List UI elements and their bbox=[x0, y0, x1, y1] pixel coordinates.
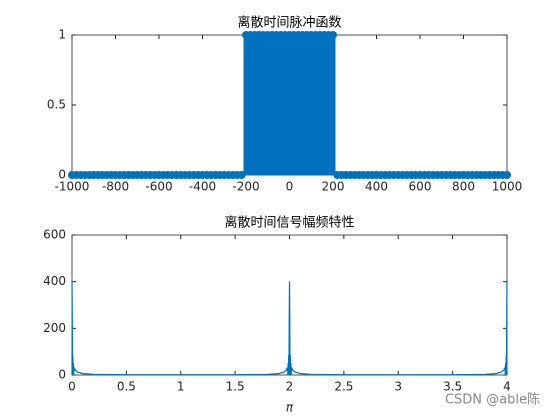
y-tick-label: 0 bbox=[58, 168, 66, 182]
x-tick-label: 600 bbox=[409, 180, 432, 194]
x-axis-label: π bbox=[286, 401, 294, 415]
y-tick-label: 1 bbox=[58, 28, 66, 42]
x-tick-label: -800 bbox=[102, 180, 129, 194]
y-tick-label: 0.5 bbox=[47, 98, 66, 112]
x-tick-label: 1.5 bbox=[226, 380, 245, 394]
y-tick-label: 0 bbox=[58, 368, 66, 382]
spectrum-line bbox=[71, 281, 508, 376]
y-tick-label: 400 bbox=[43, 274, 66, 288]
y-tick-label: 200 bbox=[43, 321, 66, 335]
x-tick-label: 0 bbox=[286, 180, 294, 194]
x-tick-label: 4 bbox=[503, 380, 511, 394]
x-tick-label: 800 bbox=[452, 180, 475, 194]
x-tick-label: 400 bbox=[365, 180, 388, 194]
stem-marker bbox=[503, 171, 511, 179]
y-tick-label: 600 bbox=[43, 228, 66, 242]
stem-marker bbox=[329, 31, 337, 39]
x-tick-label: 3.5 bbox=[443, 380, 462, 394]
x-tick-label: 2 bbox=[286, 380, 294, 394]
x-tick-label: -1000 bbox=[55, 180, 90, 194]
x-tick-label: 0 bbox=[68, 380, 76, 394]
chart-title: 离散时间脉冲函数 bbox=[237, 15, 341, 31]
x-tick-label: 0.5 bbox=[117, 380, 136, 394]
x-tick-label: 2.5 bbox=[334, 380, 353, 394]
x-tick-label: -400 bbox=[189, 180, 216, 194]
x-tick-label: 200 bbox=[322, 180, 345, 194]
x-tick-label: 1000 bbox=[492, 180, 523, 194]
x-tick-label: 1 bbox=[177, 380, 185, 394]
x-tick-label: -200 bbox=[232, 180, 259, 194]
watermark: CSDN @able陈 bbox=[445, 392, 540, 408]
x-tick-label: 3 bbox=[394, 380, 402, 394]
chart-title: 离散时间信号幅频特性 bbox=[224, 215, 354, 231]
x-tick-label: -600 bbox=[145, 180, 172, 194]
